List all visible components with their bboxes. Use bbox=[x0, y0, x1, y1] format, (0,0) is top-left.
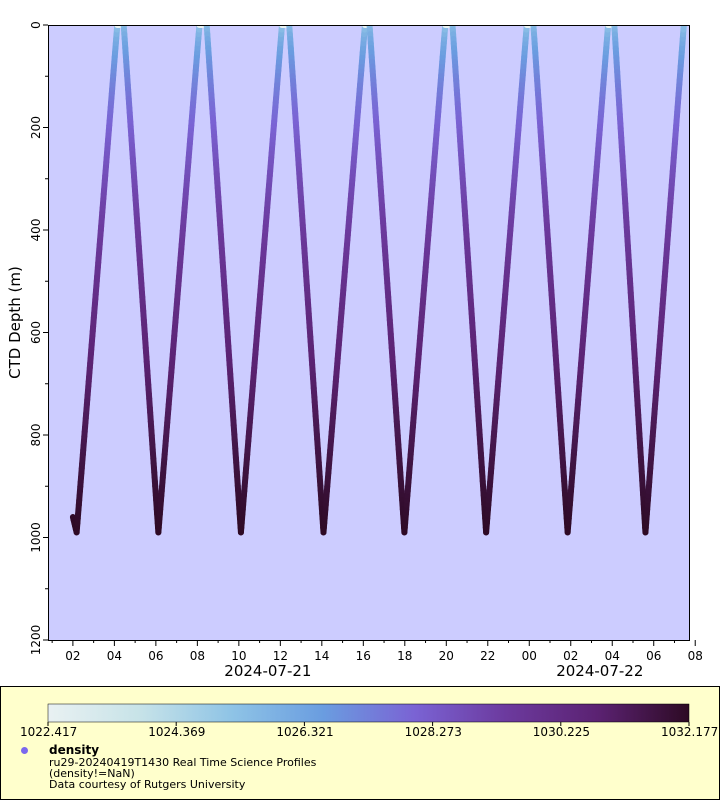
colorbar-tick-label: 1022.417 bbox=[20, 725, 78, 739]
x-tick-label: 06 bbox=[646, 649, 661, 663]
legend-marker-icon bbox=[21, 747, 28, 754]
profile-track-layer bbox=[69, 25, 687, 536]
x-tick-label: 16 bbox=[356, 649, 371, 663]
x-tick-label: 04 bbox=[605, 649, 620, 663]
x-tick-label: 20 bbox=[439, 649, 454, 663]
x-date-label: 2024-07-22 bbox=[556, 662, 643, 680]
colorbar-tick-label: 1026.321 bbox=[276, 725, 334, 739]
x-tick-label: 22 bbox=[480, 649, 495, 663]
y-tick-label: 600 bbox=[29, 321, 43, 344]
legend-source: ru29-20240419T1430 Real Time Science Pro… bbox=[49, 756, 317, 769]
x-tick-label: 04 bbox=[107, 649, 122, 663]
y-tick-label: 400 bbox=[29, 219, 43, 242]
colorbar-tick-label: 1024.369 bbox=[148, 725, 206, 739]
colorbar-gradient bbox=[47, 703, 690, 723]
legend-credit: Data courtesy of Rutgers University bbox=[49, 778, 246, 791]
y-tick-label: 800 bbox=[29, 424, 43, 447]
y-tick-label: 200 bbox=[29, 116, 43, 139]
colorbar-tick-label: 1028.273 bbox=[404, 725, 462, 739]
y-tick-label: 0 bbox=[29, 21, 43, 29]
x-tick-label: 08 bbox=[190, 649, 205, 663]
x-tick-label: 00 bbox=[522, 649, 537, 663]
x-tick-label: 02 bbox=[563, 649, 578, 663]
x-tick-label: 10 bbox=[231, 649, 246, 663]
colorbar-tick-label: 1032.177 bbox=[661, 725, 719, 739]
x-tick-label: 06 bbox=[148, 649, 163, 663]
legend-constraint: (density!=NaN) bbox=[49, 767, 135, 780]
plot-frame bbox=[48, 25, 690, 641]
colorbar bbox=[47, 703, 690, 726]
legend-panel: 1022.417 1024.369 1026.321 1028.273 1030.225… bbox=[0, 686, 720, 800]
legend-title: density bbox=[49, 743, 100, 757]
x-tick-label: 18 bbox=[397, 649, 412, 663]
y-tick-label: 1000 bbox=[29, 522, 43, 553]
x-tick-label: 14 bbox=[314, 649, 329, 663]
y-axis-title: CTD Depth (m) bbox=[6, 266, 24, 379]
x-tick-label: 08 bbox=[688, 649, 703, 663]
colorbar-ticks bbox=[47, 722, 690, 726]
x-tick-label: 12 bbox=[273, 649, 288, 663]
colorbar-tick-label: 1030.225 bbox=[532, 725, 591, 739]
y-tick-label: 1200 bbox=[29, 625, 43, 656]
x-date-label: 2024-07-21 bbox=[224, 662, 311, 680]
x-tick-label: 02 bbox=[65, 649, 80, 663]
